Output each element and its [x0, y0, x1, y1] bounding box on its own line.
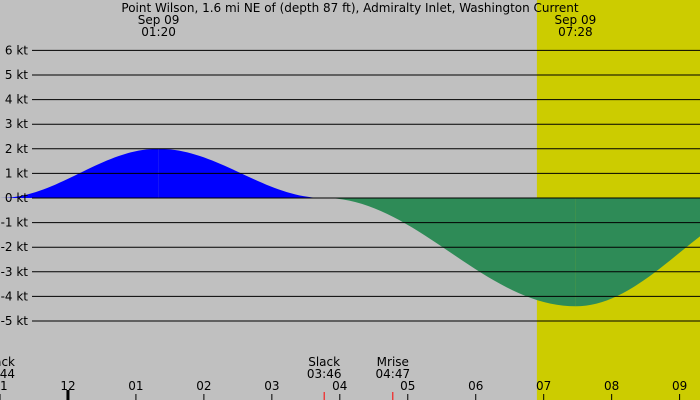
hour-tick-label: 06 — [468, 379, 483, 393]
ebb-area — [575, 198, 700, 307]
event-name-label: Slack — [308, 355, 340, 369]
event-time-label: 04:47 — [376, 367, 411, 381]
y-tick-label: -1 kt — [1, 216, 29, 230]
y-axis-labels: 6 kt 5 kt 4 kt 3 kt 2 kt 1 kt 0 kt -1 kt -2 kt -3… — [1, 43, 29, 328]
y-tick-label: 5 kt — [5, 68, 28, 82]
hour-tick-label: 02 — [196, 379, 211, 393]
y-tick-label: 6 kt — [5, 43, 28, 57]
hour-tick-label: 04 — [332, 379, 347, 393]
hour-tick-label: 12 — [60, 379, 75, 393]
gridline-group — [32, 49, 700, 322]
hour-tick-label: 01 — [128, 379, 143, 393]
y-tick-label: -2 kt — [1, 240, 29, 254]
y-tick-label: -5 kt — [1, 314, 29, 328]
event-name-label: Mrise — [377, 355, 409, 369]
hour-tick-label: 11 — [0, 379, 8, 393]
extreme-time-label: 07:28 — [558, 25, 593, 39]
event-time-label: 03:46 — [307, 367, 342, 381]
y-tick-label: 1 kt — [5, 166, 28, 180]
y-tick-label: 2 kt — [5, 142, 28, 156]
hour-tick-label: 05 — [400, 379, 415, 393]
hour-tick-label: 08 — [604, 379, 619, 393]
event-time-label: 44 — [0, 367, 15, 381]
chart-title: Point Wilson, 1.6 mi NE of (depth 87 ft)… — [121, 1, 579, 15]
flood-area — [158, 148, 325, 198]
extreme-date-label: Sep 09 — [555, 13, 597, 27]
y-tick-label: 0 kt — [5, 191, 28, 205]
hour-tick-label: 03 — [264, 379, 279, 393]
y-tick-label: 4 kt — [5, 93, 28, 107]
event-name-label: ack — [0, 355, 15, 369]
y-tick-label: -3 kt — [1, 265, 29, 279]
y-tick-label: 3 kt — [5, 117, 28, 131]
extreme-time-label: 01:20 — [141, 25, 176, 39]
ebb-area — [324, 198, 576, 307]
hour-tick-label: 07 — [536, 379, 551, 393]
event-labels: Slack03:46Mrise04:47Slack10:33Slack17:40… — [0, 355, 411, 400]
y-tick-label: -4 kt — [1, 289, 29, 303]
hour-axis: 11 12 01 02 03 04 05 06 07 08 09 — [0, 379, 687, 400]
extreme-date-label: Sep 09 — [138, 13, 180, 27]
hour-tick-label: 09 — [672, 379, 687, 393]
